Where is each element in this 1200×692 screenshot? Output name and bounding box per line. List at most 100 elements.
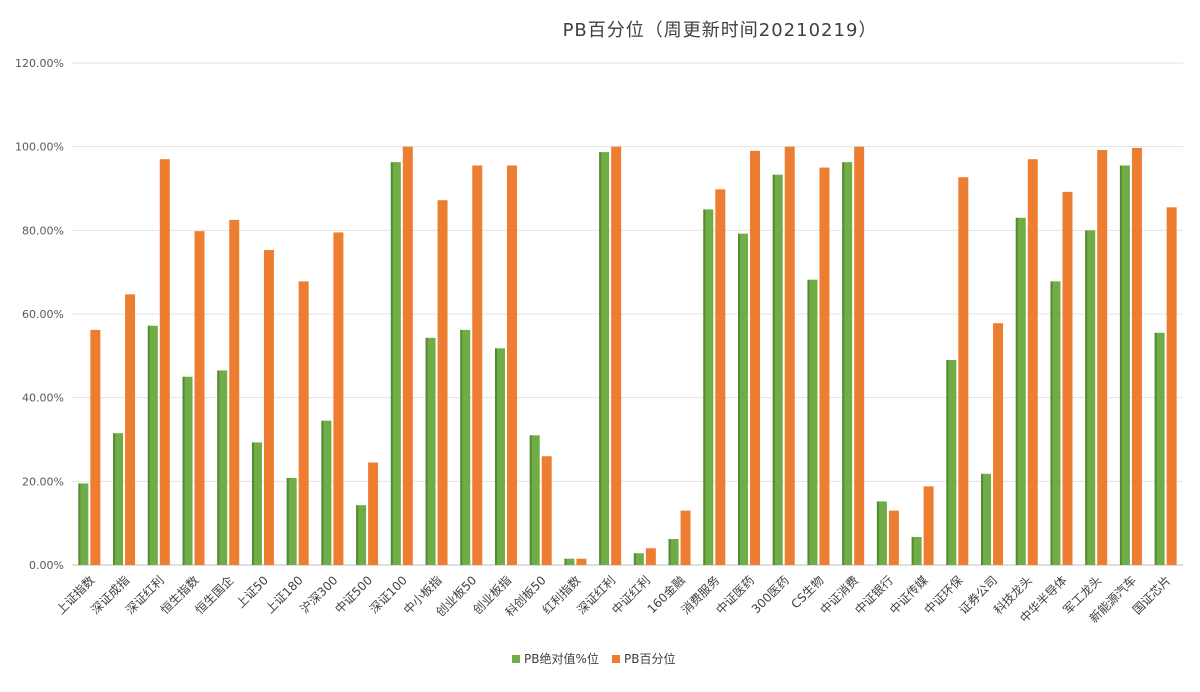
bar-pb-percentile (819, 167, 830, 566)
bar-shade (1015, 217, 1018, 566)
y-tick-label: 0.00% (29, 559, 64, 572)
bar-shade (425, 337, 428, 565)
bar-pb-absolute (113, 433, 124, 565)
bar-shade (807, 279, 810, 565)
bar-pb-absolute (703, 209, 714, 565)
bar-pb-absolute (981, 473, 992, 565)
legend-swatch (512, 655, 520, 663)
bar-pb-absolute (1154, 332, 1165, 565)
bar-pb-percentile (541, 456, 552, 565)
bar-shade (1154, 332, 1157, 565)
bar-shade (911, 536, 914, 565)
bar-pb-percentile (1062, 191, 1073, 565)
bar-pb-percentile (645, 548, 656, 565)
bar-pb-percentile (402, 146, 413, 565)
y-tick-label: 20.00% (22, 475, 64, 488)
y-axis-ticks: 0.00% 20.00% 40.00% 60.00% 80.00% 100.00% 120.… (15, 57, 64, 572)
bar-shade (599, 152, 602, 566)
bar-shade (772, 174, 775, 565)
bar-shade (703, 209, 706, 565)
bar-shade (182, 376, 185, 565)
bar-pb-absolute (738, 233, 749, 565)
bar-pb-percentile (368, 462, 379, 565)
bar-shade (494, 348, 497, 565)
bar-shade (668, 539, 671, 565)
bar-pb-percentile (888, 510, 899, 565)
bar-shade (1119, 165, 1122, 565)
bar-pb-percentile (90, 329, 101, 565)
bar-shade (1050, 281, 1053, 565)
bar-shade (946, 360, 949, 565)
bar-pb-percentile (125, 294, 136, 565)
bar-shade (564, 558, 567, 565)
bar-pb-percentile (1131, 147, 1142, 565)
bar-pb-percentile (611, 146, 622, 565)
bar-pb-percentile (680, 510, 691, 565)
bar-pb-absolute (321, 420, 332, 565)
bar-pb-percentile (472, 165, 483, 565)
bar-shade (113, 433, 116, 565)
bar-pb-percentile (159, 159, 170, 565)
bar-shade (78, 483, 81, 565)
bar-shade (529, 435, 532, 565)
legend-swatch (612, 655, 620, 663)
bar-pb-percentile (194, 231, 205, 566)
bar-pb-absolute (217, 370, 228, 565)
bar-pb-absolute (529, 435, 540, 565)
bar-pb-absolute (1050, 281, 1061, 565)
bar-pb-absolute (842, 162, 853, 565)
bar-pb-percentile (854, 146, 865, 565)
bar-shade (981, 473, 984, 565)
bar-shade (356, 505, 359, 565)
bar-pb-percentile (1166, 207, 1177, 565)
bar-pb-percentile (263, 249, 274, 565)
y-tick-label: 60.00% (22, 308, 64, 321)
bar-pb-absolute (911, 536, 922, 565)
bar-shade (147, 325, 150, 565)
bar-pb-absolute (1085, 230, 1096, 566)
bar-pb-absolute (460, 329, 471, 565)
bar-pb-percentile (1097, 150, 1108, 565)
bar-pb-percentile (437, 200, 448, 566)
bar-pb-percentile (506, 165, 517, 565)
bar-shade (390, 162, 393, 565)
bar-pb-absolute (251, 442, 262, 565)
y-tick-label: 120.00% (15, 57, 64, 70)
bar-pb-percentile (576, 558, 587, 565)
bar-shade (460, 329, 463, 565)
bar-pb-absolute (1119, 165, 1130, 565)
bar-pb-percentile (1027, 159, 1038, 565)
bar-pb-absolute (425, 337, 436, 565)
bar-pb-absolute (946, 360, 957, 565)
bar-shade (251, 442, 254, 565)
bar-pb-absolute (564, 558, 575, 565)
bar-pb-absolute (633, 553, 644, 565)
bar-shade (217, 370, 220, 565)
legend: PB绝对值%位 PB百分位 (512, 651, 675, 666)
chart-title: PB百分位（周更新时间20210219） (563, 20, 878, 41)
bar-pb-absolute (494, 348, 505, 565)
legend-label: PB百分位 (624, 651, 675, 666)
bar-pb-percentile (958, 177, 969, 565)
bar-pb-absolute (182, 376, 193, 565)
bar-pb-absolute (807, 279, 818, 565)
bar-shade (321, 420, 324, 565)
bar-pb-absolute (78, 483, 89, 565)
bar-pb-percentile (993, 323, 1004, 565)
bar-pb-percentile (923, 486, 934, 565)
bar-pb-percentile (229, 219, 240, 565)
bar-shade (633, 553, 636, 565)
bar-pb-absolute (147, 325, 158, 565)
bar-pb-absolute (876, 501, 887, 565)
bars (78, 146, 1177, 566)
y-tick-label: 80.00% (22, 224, 64, 237)
bar-pb-absolute (286, 477, 297, 565)
bar-pb-absolute (599, 152, 610, 566)
bar-pb-percentile (715, 189, 726, 565)
legend-label: PB绝对值%位 (524, 651, 599, 666)
bar-pb-percentile (784, 146, 795, 565)
bar-pb-percentile (298, 281, 309, 565)
bar-shade (842, 162, 845, 565)
bar-pb-percentile (750, 150, 761, 565)
